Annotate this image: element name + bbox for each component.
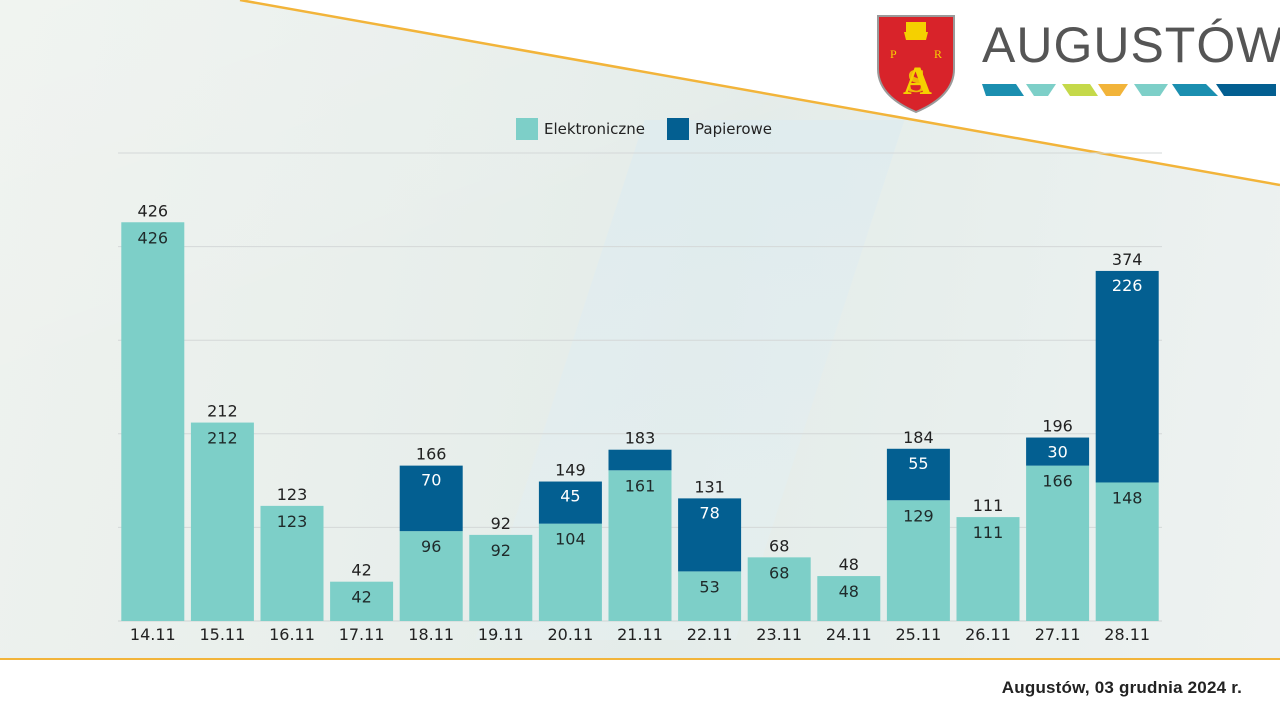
data-label-electronic-19.11: 92: [491, 541, 511, 560]
data-label-total-16.11: 123: [277, 485, 308, 504]
x-tick-label-18.11: 18.11: [408, 625, 454, 644]
bar-electronic-27.11: [1026, 465, 1090, 621]
data-label-total-23.11: 68: [769, 536, 789, 555]
crest-letter-s: S: [907, 63, 926, 100]
brand-name: AUGUSTÓW: [982, 17, 1280, 73]
data-label-electronic-16.11: 123: [277, 512, 308, 531]
data-label-electronic-28.11: 148: [1112, 488, 1143, 507]
data-label-total-20.11: 149: [555, 461, 586, 480]
bar-paper-18.11: [399, 465, 463, 532]
data-label-electronic-14.11: 426: [138, 228, 169, 247]
x-tick-label-27.11: 27.11: [1035, 625, 1081, 644]
data-label-total-26.11: 111: [973, 496, 1004, 515]
bar-electronic-22.11: [678, 571, 742, 621]
legend-label-electronic: Elektroniczne: [544, 120, 645, 138]
crest-letter-r: R: [934, 47, 942, 61]
data-label-electronic-17.11: 42: [351, 588, 371, 607]
x-tick-label-19.11: 19.11: [478, 625, 524, 644]
data-label-paper-27.11: 30: [1047, 443, 1067, 462]
x-tick-label-15.11: 15.11: [199, 625, 245, 644]
legend-swatch-electronic: [516, 118, 538, 140]
data-label-paper-25.11: 55: [908, 454, 928, 473]
bar-electronic-23.11: [747, 557, 811, 621]
bar-electronic-24.11: [817, 576, 881, 621]
bar-electronic-28.11: [1095, 482, 1159, 621]
data-label-electronic-18.11: 96: [421, 537, 441, 556]
x-tick-label-24.11: 24.11: [826, 625, 872, 644]
data-label-total-14.11: 426: [138, 201, 169, 220]
bar-paper-28.11: [1095, 270, 1159, 483]
x-tick-label-14.11: 14.11: [130, 625, 176, 644]
crest-letter-p: P: [890, 47, 897, 61]
data-label-electronic-15.11: 212: [207, 429, 238, 448]
legend-label-paper: Papierowe: [695, 120, 772, 138]
data-label-electronic-20.11: 104: [555, 530, 586, 549]
bar-paper-27.11: [1026, 437, 1090, 466]
x-tick-label-21.11: 21.11: [617, 625, 663, 644]
brand-color-stripe: [982, 84, 1276, 96]
x-tick-label-20.11: 20.11: [547, 625, 593, 644]
data-label-electronic-21.11: 161: [625, 476, 656, 495]
x-tick-label-16.11: 16.11: [269, 625, 315, 644]
bar-electronic-20.11: [538, 523, 602, 621]
data-label-total-22.11: 131: [694, 477, 725, 496]
bar-paper-21.11: [608, 449, 672, 471]
x-tick-label-25.11: 25.11: [895, 625, 941, 644]
legend-item-electronic: Elektroniczne: [516, 118, 645, 140]
bar-electronic-25.11: [886, 500, 950, 621]
data-label-electronic-26.11: 111: [973, 523, 1004, 542]
bar-paper-20.11: [538, 481, 602, 524]
data-label-total-25.11: 184: [903, 428, 934, 447]
augustow-logo: P R A S: [876, 14, 1276, 114]
bar-electronic-15.11: [190, 422, 254, 621]
data-label-electronic-24.11: 48: [839, 582, 859, 601]
bar-paper-22.11: [678, 498, 742, 572]
bar-electronic-14.11: [121, 222, 185, 622]
x-tick-label-26.11: 26.11: [965, 625, 1011, 644]
x-tick-label-17.11: 17.11: [339, 625, 385, 644]
data-label-total-24.11: 48: [839, 555, 859, 574]
data-label-total-28.11: 374: [1112, 250, 1143, 269]
data-label-total-18.11: 166: [416, 445, 447, 464]
bar-electronic-21.11: [608, 470, 672, 621]
legend-swatch-paper: [667, 118, 689, 140]
bar-electronic-18.11: [399, 531, 463, 621]
data-label-electronic-23.11: 68: [769, 563, 789, 582]
data-label-paper-28.11: 226: [1112, 276, 1143, 295]
chart-legend: Elektroniczne Papierowe: [516, 118, 772, 140]
bar-electronic-19.11: [469, 534, 533, 621]
data-label-electronic-22.11: 53: [699, 577, 719, 596]
bar-electronic-16.11: [260, 505, 324, 621]
data-label-electronic-25.11: 129: [903, 506, 934, 525]
data-label-total-17.11: 42: [351, 561, 371, 580]
bar-electronic-17.11: [330, 581, 394, 621]
crest-letter-a: A: [903, 58, 932, 103]
data-label-total-15.11: 212: [207, 402, 238, 421]
x-tick-label-22.11: 22.11: [687, 625, 733, 644]
bar-paper-25.11: [886, 448, 950, 501]
data-label-total-19.11: 92: [491, 514, 511, 533]
legend-item-paper: Papierowe: [667, 118, 772, 140]
footer-band: [0, 658, 1280, 721]
data-label-total-21.11: 183: [625, 429, 656, 448]
data-label-electronic-27.11: 166: [1042, 472, 1073, 491]
data-label-paper-22.11: 78: [699, 503, 719, 522]
data-label-paper-20.11: 45: [560, 487, 580, 506]
data-label-paper-18.11: 70: [421, 471, 441, 490]
x-tick-label-28.11: 28.11: [1104, 625, 1150, 644]
crest-icon: P R A S: [877, 15, 1276, 114]
footer-date: Augustów, 03 grudnia 2024 r.: [1001, 678, 1242, 697]
bar-electronic-26.11: [956, 517, 1020, 621]
x-tick-label-23.11: 23.11: [756, 625, 802, 644]
data-label-total-27.11: 196: [1042, 417, 1073, 436]
